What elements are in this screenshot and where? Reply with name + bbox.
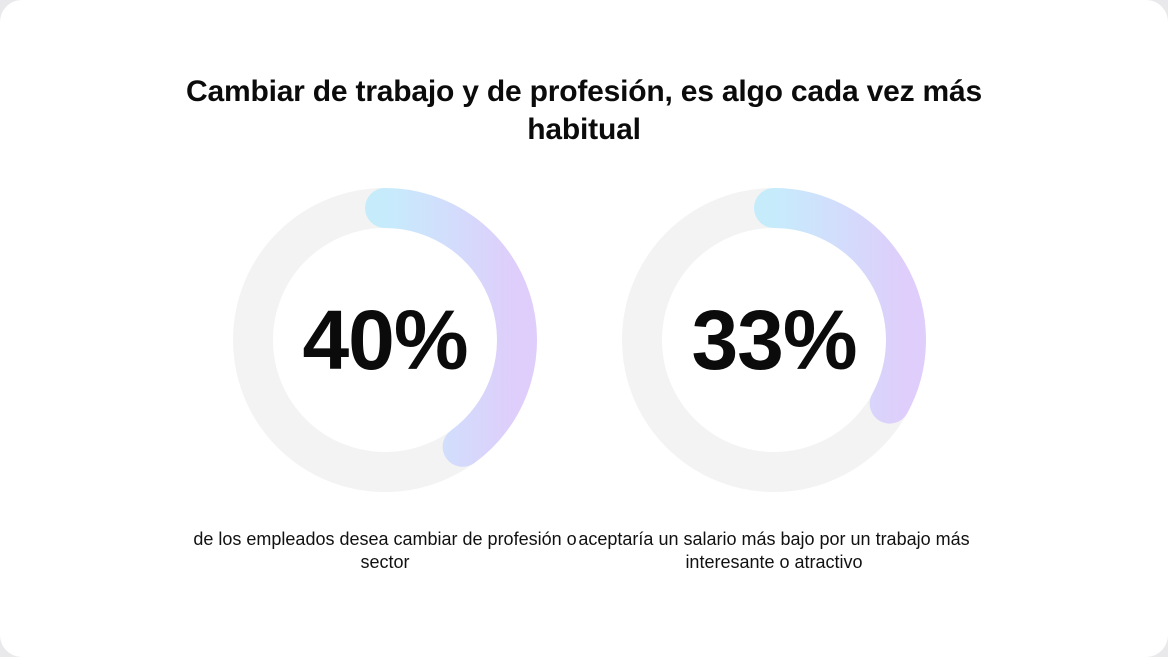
donut-arc-0 [365,188,537,467]
donut-chart-1 [614,180,934,500]
chart-title: Cambiar de trabajo y de profesión, es al… [186,75,982,146]
stat-block-0: 40% de los empleados desea cambiar de pr… [185,170,585,590]
donut-svg-1 [622,188,926,492]
stat-value-0: 40% [302,292,468,387]
stat-caption-1: aceptaría un salario más bajo por un tra… [578,529,970,572]
stat-block-1: 33% aceptaría un salario más bajo por un… [574,170,974,590]
donut-svg-0 [233,188,537,492]
stat-caption-0: de los empleados desea cambiar de profes… [193,529,577,572]
donut-chart-0 [225,180,545,500]
stat-value-1: 33% [691,292,857,387]
donut-arc-1 [754,188,926,424]
